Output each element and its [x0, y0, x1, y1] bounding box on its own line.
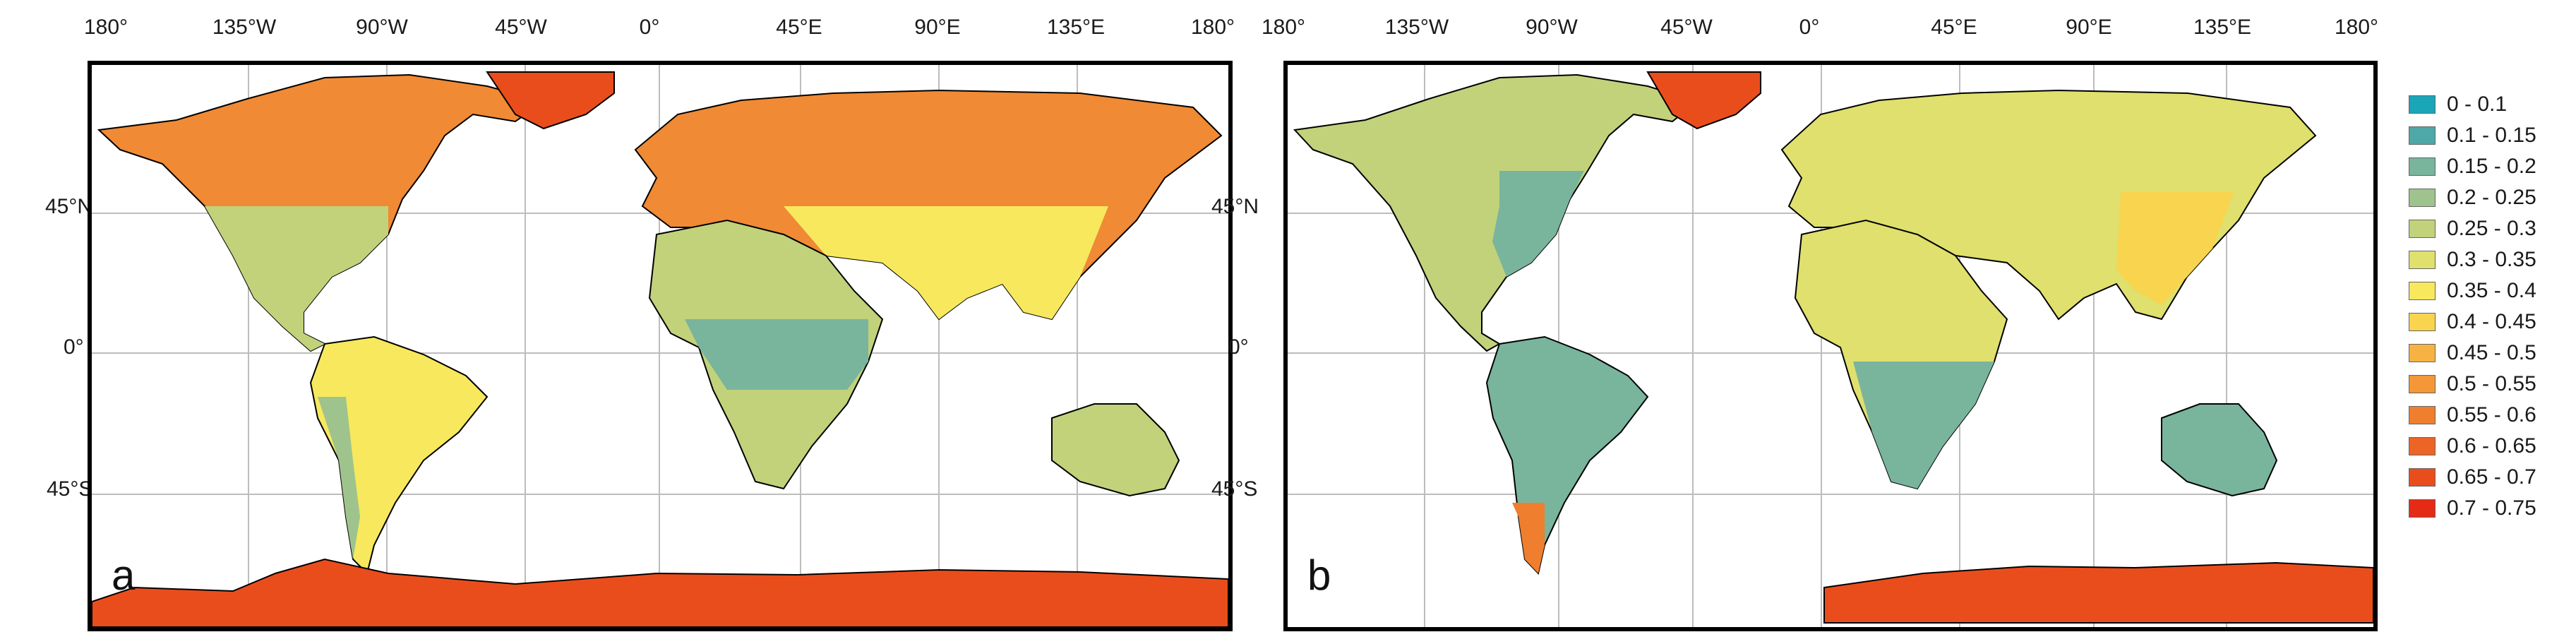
- legend-swatch: [2409, 157, 2436, 176]
- legend-item: 0.45 - 0.5: [2409, 339, 2536, 367]
- legend-label: 0.55 - 0.6: [2447, 403, 2536, 427]
- lat-tick-label: 45°S: [1211, 477, 1258, 501]
- legend-item: 0.15 - 0.2: [2409, 153, 2536, 181]
- lon-tick-label: 135°W: [212, 16, 277, 39]
- legend-swatch: [2409, 375, 2436, 393]
- legend-label: 0.45 - 0.5: [2447, 341, 2536, 364]
- legend-swatch: [2409, 251, 2436, 269]
- lon-tick-label: 135°E: [2193, 16, 2252, 39]
- lon-tick-label: 90°E: [914, 16, 961, 39]
- lon-tick-label: 45°E: [1931, 16, 1977, 39]
- panel-label: a: [112, 551, 136, 599]
- lat-tick-label: 45°N: [1211, 195, 1259, 218]
- legend-item: 0.1 - 0.15: [2409, 121, 2536, 150]
- legend-item: 0.3 - 0.35: [2409, 246, 2536, 274]
- asia-south-band: [784, 206, 1108, 319]
- legend-swatch: [2409, 220, 2436, 238]
- legend-swatch: [2409, 406, 2436, 424]
- antarctica-landmass: [92, 558, 1228, 627]
- lon-tick-label: 180°: [2334, 16, 2379, 39]
- africa-south-band: [1853, 362, 1994, 489]
- legend-label: 0.15 - 0.2: [2447, 155, 2536, 178]
- legend-swatch: [2409, 499, 2436, 518]
- lon-tick-label: 180°: [1190, 16, 1235, 39]
- east-asia-band: [2116, 192, 2234, 305]
- legend-label: 0 - 0.1: [2447, 93, 2508, 116]
- legend-label: 0.2 - 0.25: [2447, 186, 2536, 209]
- legend-label: 0.5 - 0.55: [2447, 372, 2536, 395]
- legend-item: 0.55 - 0.6: [2409, 401, 2536, 429]
- legend-label: 0.35 - 0.4: [2447, 279, 2536, 302]
- legend-item: 0.6 - 0.65: [2409, 432, 2536, 460]
- legend-item: 0.25 - 0.3: [2409, 215, 2536, 243]
- legend-label: 0.7 - 0.75: [2447, 496, 2536, 520]
- legend-swatch: [2409, 437, 2436, 455]
- lon-tick-label: 45°E: [776, 16, 822, 39]
- lon-tick-label: 45°W: [1660, 16, 1713, 39]
- greenland-landmass: [1646, 71, 1761, 130]
- world-map-a: [92, 65, 1228, 627]
- lon-tick-label: 0°: [1799, 16, 1820, 39]
- legend-item: 0.35 - 0.4: [2409, 277, 2536, 305]
- legend-swatch: [2409, 189, 2436, 207]
- legend-item: 0.5 - 0.55: [2409, 370, 2536, 398]
- lon-tick-label: 90°E: [2066, 16, 2112, 39]
- south-america-landmass: [1485, 335, 1649, 576]
- legend-item: 0.7 - 0.75: [2409, 494, 2536, 523]
- greenland-landmass: [486, 71, 615, 130]
- australia-landmass: [1051, 403, 1180, 497]
- lat-tick-label: 0°: [64, 335, 84, 359]
- legend-label: 0.3 - 0.35: [2447, 248, 2536, 271]
- north-america-south-band: [205, 206, 388, 351]
- world-map-b: [1288, 65, 2373, 627]
- lon-tick-label: 180°: [83, 16, 128, 39]
- patagonia-band: [1512, 503, 1545, 573]
- legend-item: 0.65 - 0.7: [2409, 463, 2536, 491]
- legend-label: 0.6 - 0.65: [2447, 434, 2536, 458]
- lon-tick-label: 0°: [639, 16, 660, 39]
- lat-tick-label: 0°: [1228, 335, 1249, 359]
- north-america-east-band: [1492, 171, 1584, 277]
- map-frame: [1283, 61, 2378, 631]
- lon-tick-label: 135°E: [1046, 16, 1106, 39]
- antarctica-landmass: [1823, 561, 2373, 624]
- legend-swatch: [2409, 282, 2436, 300]
- legend-item: 0.4 - 0.45: [2409, 308, 2536, 336]
- lon-tick-label: 135°W: [1384, 16, 1449, 39]
- legend-label: 0.65 - 0.7: [2447, 465, 2536, 489]
- lat-tick-label: 45°S: [47, 477, 93, 501]
- legend-swatch: [2409, 95, 2436, 114]
- lat-tick-label: 45°N: [45, 195, 93, 218]
- legend-swatch: [2409, 468, 2436, 487]
- lon-tick-label: 90°W: [356, 16, 408, 39]
- legend-swatch: [2409, 126, 2436, 145]
- map-frame: [88, 61, 1233, 631]
- legend-label: 0.4 - 0.45: [2447, 310, 2536, 333]
- africa-central-band: [685, 319, 868, 390]
- lon-tick-label: 45°W: [495, 16, 547, 39]
- legend-label: 0.25 - 0.3: [2447, 217, 2536, 240]
- lon-tick-label: 180°: [1261, 16, 1306, 39]
- australia-landmass: [2161, 403, 2278, 497]
- south-america-west-band: [318, 397, 360, 559]
- legend-swatch: [2409, 344, 2436, 362]
- legend-label: 0.1 - 0.15: [2447, 124, 2536, 147]
- legend-item: 0.2 - 0.25: [2409, 184, 2536, 212]
- panel-label: b: [1307, 551, 1331, 599]
- lon-tick-label: 90°W: [1526, 16, 1578, 39]
- legend-swatch: [2409, 313, 2436, 331]
- legend-item: 0 - 0.1: [2409, 90, 2507, 119]
